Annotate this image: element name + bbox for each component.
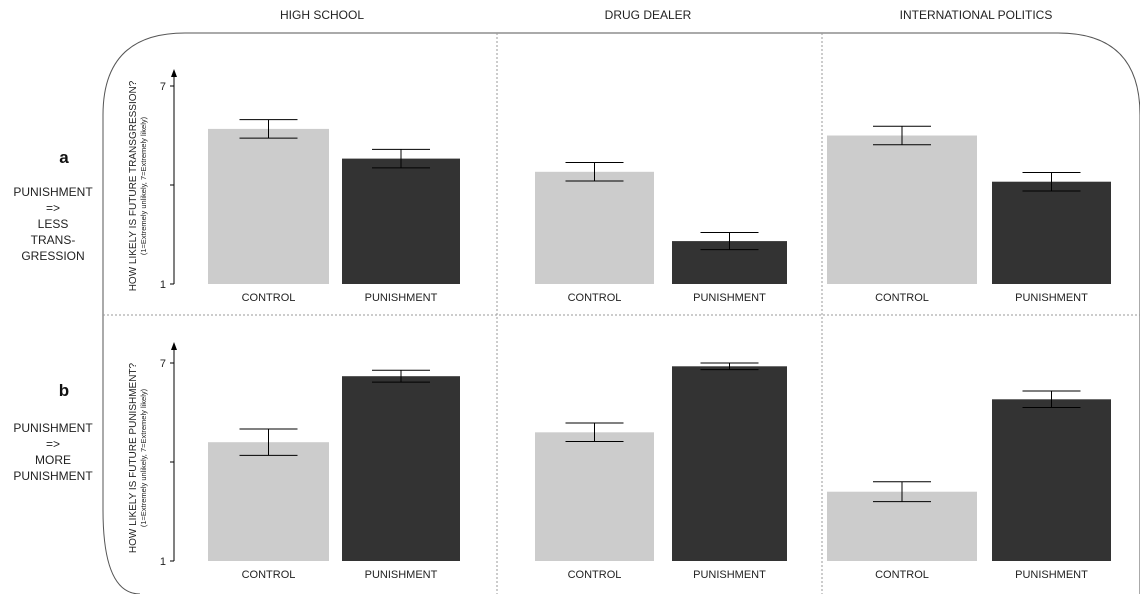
row-b-letter: b	[59, 381, 69, 400]
row-a-international-politics-control-bar	[827, 135, 977, 284]
row-b-high-school-punishment-bar	[342, 376, 460, 561]
row-b-high-school-control-bar	[208, 442, 329, 561]
frame-border	[102, 32, 1140, 594]
row-a-caption-line-1: PUNISHMENT	[13, 185, 93, 199]
row-b-ylabel: HOW LIKELY IS FUTURE PUNISHMENT?	[128, 362, 139, 553]
row-a-high-school-control-category-label: CONTROL	[242, 292, 296, 304]
row-a-drug-dealer-control-bar	[535, 171, 654, 284]
row-b-drug-dealer-punishment-bar	[672, 366, 787, 561]
row-b-caption-line-2: =>	[46, 437, 60, 451]
row-a-ylabel: HOW LIKELY IS FUTURE TRANSGRESSION?	[128, 80, 139, 291]
row-b-caption-line-1: PUNISHMENT	[13, 421, 93, 435]
row-b-international-politics-punishment-category-label: PUNISHMENT	[1015, 569, 1088, 581]
row-a-caption-line-5: GRESSION	[21, 249, 84, 263]
row-b-drug-dealer-control-category-label: CONTROL	[568, 569, 622, 581]
row-a-international-politics-punishment-bar	[992, 181, 1111, 284]
row-a-y-axis-arrow	[171, 69, 177, 77]
row-b-y-axis-arrow	[171, 342, 177, 350]
row-a-ytick-label-7: 7	[160, 81, 166, 93]
column-header-drug-dealer: DRUG DEALER	[605, 8, 692, 22]
row-a-high-school-punishment-bar	[342, 158, 460, 284]
column-header-high-school: HIGH SCHOOL	[280, 8, 364, 22]
row-b-drug-dealer-control-bar	[535, 432, 654, 561]
row-b-caption-line-4: PUNISHMENT	[13, 469, 93, 483]
row-a-drug-dealer-punishment-category-label: PUNISHMENT	[693, 292, 766, 304]
row-b-high-school-punishment-category-label: PUNISHMENT	[365, 569, 438, 581]
row-a-caption-line-3: LESS	[38, 217, 69, 231]
row-b-international-politics-control-category-label: CONTROL	[875, 569, 929, 581]
row-a-caption-line-4: TRANS-	[31, 233, 76, 247]
row-a-international-politics-punishment-category-label: PUNISHMENT	[1015, 292, 1088, 304]
row-a-letter: a	[59, 148, 69, 167]
row-a-ytick-label-1: 1	[160, 279, 166, 291]
row-b-high-school-control-category-label: CONTROL	[242, 569, 296, 581]
row-a-ysublabel: (1=Extremely unlikely, 7=Extremely likel…	[139, 116, 148, 255]
row-b-drug-dealer-punishment-category-label: PUNISHMENT	[693, 569, 766, 581]
row-b-ytick-label-7: 7	[160, 358, 166, 370]
chart-marks: 1 7 CONTROL PUNISHMENT CONTROL PUNISHMENT CONT…	[160, 81, 1111, 581]
row-b-international-politics-control-bar	[827, 491, 977, 561]
row-b-caption-line-3: MORE	[35, 453, 71, 467]
row-b-ytick-label-1: 1	[160, 556, 166, 568]
row-a-high-school-control-bar	[208, 128, 329, 284]
row-b-international-politics-punishment-bar	[992, 399, 1111, 561]
row-a-drug-dealer-control-category-label: CONTROL	[568, 292, 622, 304]
row-a-international-politics-control-category-label: CONTROL	[875, 292, 929, 304]
row-a-high-school-punishment-category-label: PUNISHMENT	[365, 292, 438, 304]
row-a-caption-line-2: =>	[46, 201, 60, 215]
column-header-international-politics: INTERNATIONAL POLITICS	[900, 8, 1053, 22]
row-b-ysublabel: (1=Extremely unlikely, 7=Extremely likel…	[139, 388, 148, 527]
